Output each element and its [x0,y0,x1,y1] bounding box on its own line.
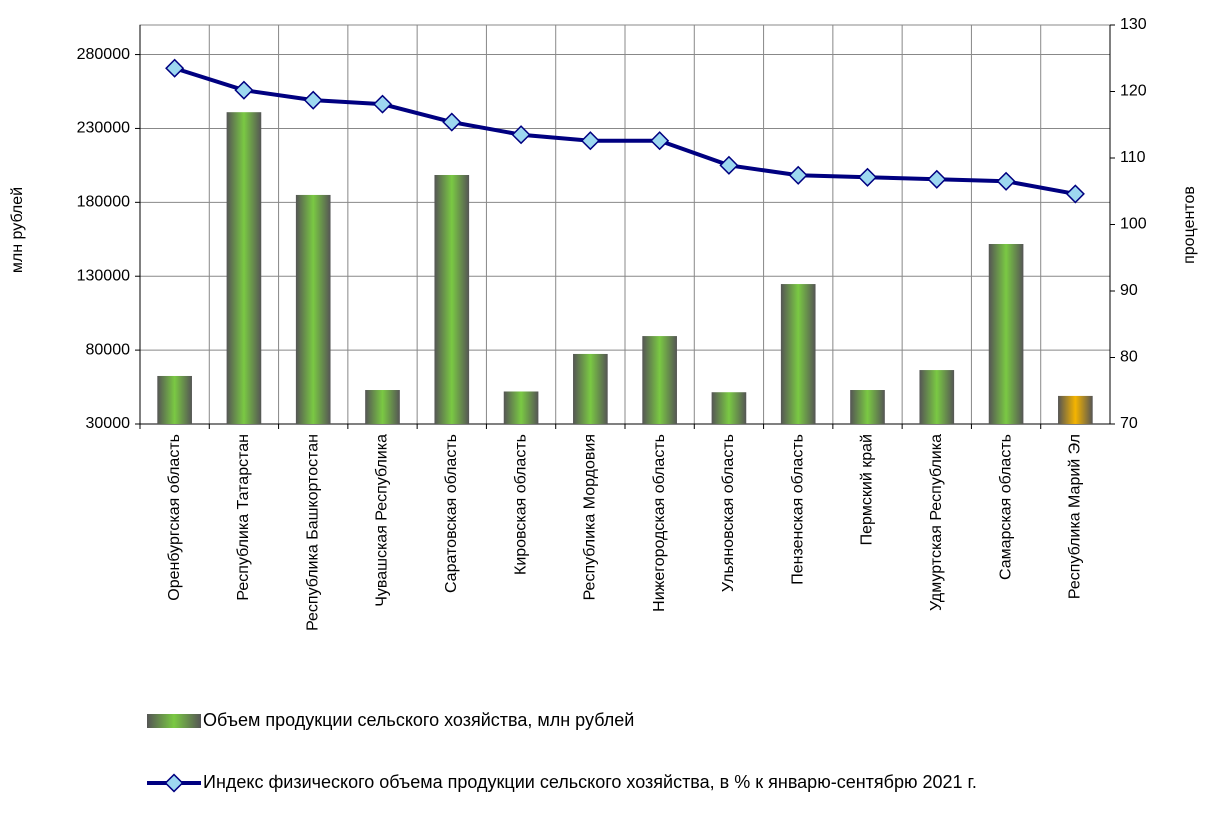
y2-tick-label: 110 [1120,149,1146,166]
legend-item: Объем продукции сельского хозяйства, млн… [145,710,634,732]
line-marker [788,165,808,185]
bar [226,112,262,424]
x-tick-label: Кировская область [512,434,529,575]
y2-tick-label: 130 [1120,16,1147,33]
x-tick-label: Республика Марий Эл [1067,434,1084,599]
bar [1058,395,1093,424]
y-tick-label: 30000 [86,415,131,432]
line-marker [996,171,1016,191]
bar [988,244,1024,424]
x-tick-label: Ульяновская область [720,434,737,592]
legend-label: Объем продукции сельского хозяйства, млн… [203,710,635,730]
x-tick-label: Республика Мордовия [582,434,599,600]
bar [573,353,608,424]
line-marker [719,155,739,175]
line-marker [372,94,393,114]
y2-tick-label: 120 [1120,83,1147,100]
bar [780,284,816,424]
line-marker [927,169,947,189]
x-tick-label: Пермский край [859,434,876,545]
legend-label: Индекс физического объема продукции сель… [203,772,977,792]
bar [850,390,885,424]
legend-swatch [147,773,201,793]
y-tick-label: 130000 [77,267,130,284]
x-tick-label: Пензенская область [789,434,806,585]
x-tick-label: Республика Башкортостан [304,434,321,631]
x-tick-label: Самарская область [997,434,1014,580]
line-marker [857,167,878,187]
line-marker [165,58,185,78]
y2-tick-label: 70 [1120,415,1138,432]
y2-tick-label: 80 [1120,349,1138,366]
legend-item: Индекс физического объема продукции сель… [145,772,1183,794]
bar [642,336,677,424]
y-axis-label: млн рублей [9,187,26,273]
bar [711,392,747,424]
x-tick-label: Удмуртская Республика [928,434,945,611]
y-tick-label: 180000 [77,194,130,211]
line-marker [234,80,254,100]
line-marker [580,131,600,151]
line-marker [303,90,323,110]
bar [157,375,192,424]
x-tick-label: Оренбургская область [166,434,183,601]
y2-axis-label: процентов [1181,186,1198,264]
line [174,66,1076,196]
y-tick-label: 230000 [77,120,130,137]
bar [365,390,400,424]
line-marker [650,131,670,151]
line-marker [1065,184,1085,204]
x-tick-label: Нижегородская область [651,434,668,612]
x-tick-label: Чувашская Республика [374,434,391,607]
y-tick-label: 280000 [77,46,130,63]
line-marker [442,112,462,132]
legend-swatch [147,714,201,728]
bar [295,194,331,424]
bar [919,370,955,424]
bar [434,174,470,424]
x-tick-label: Саратовская область [443,434,460,593]
y2-tick-label: 90 [1120,282,1138,299]
y-tick-label: 80000 [86,341,131,358]
line-marker [511,125,531,145]
bar [503,391,539,424]
y2-tick-label: 100 [1120,216,1147,233]
x-tick-label: Республика Татарстан [235,434,252,601]
